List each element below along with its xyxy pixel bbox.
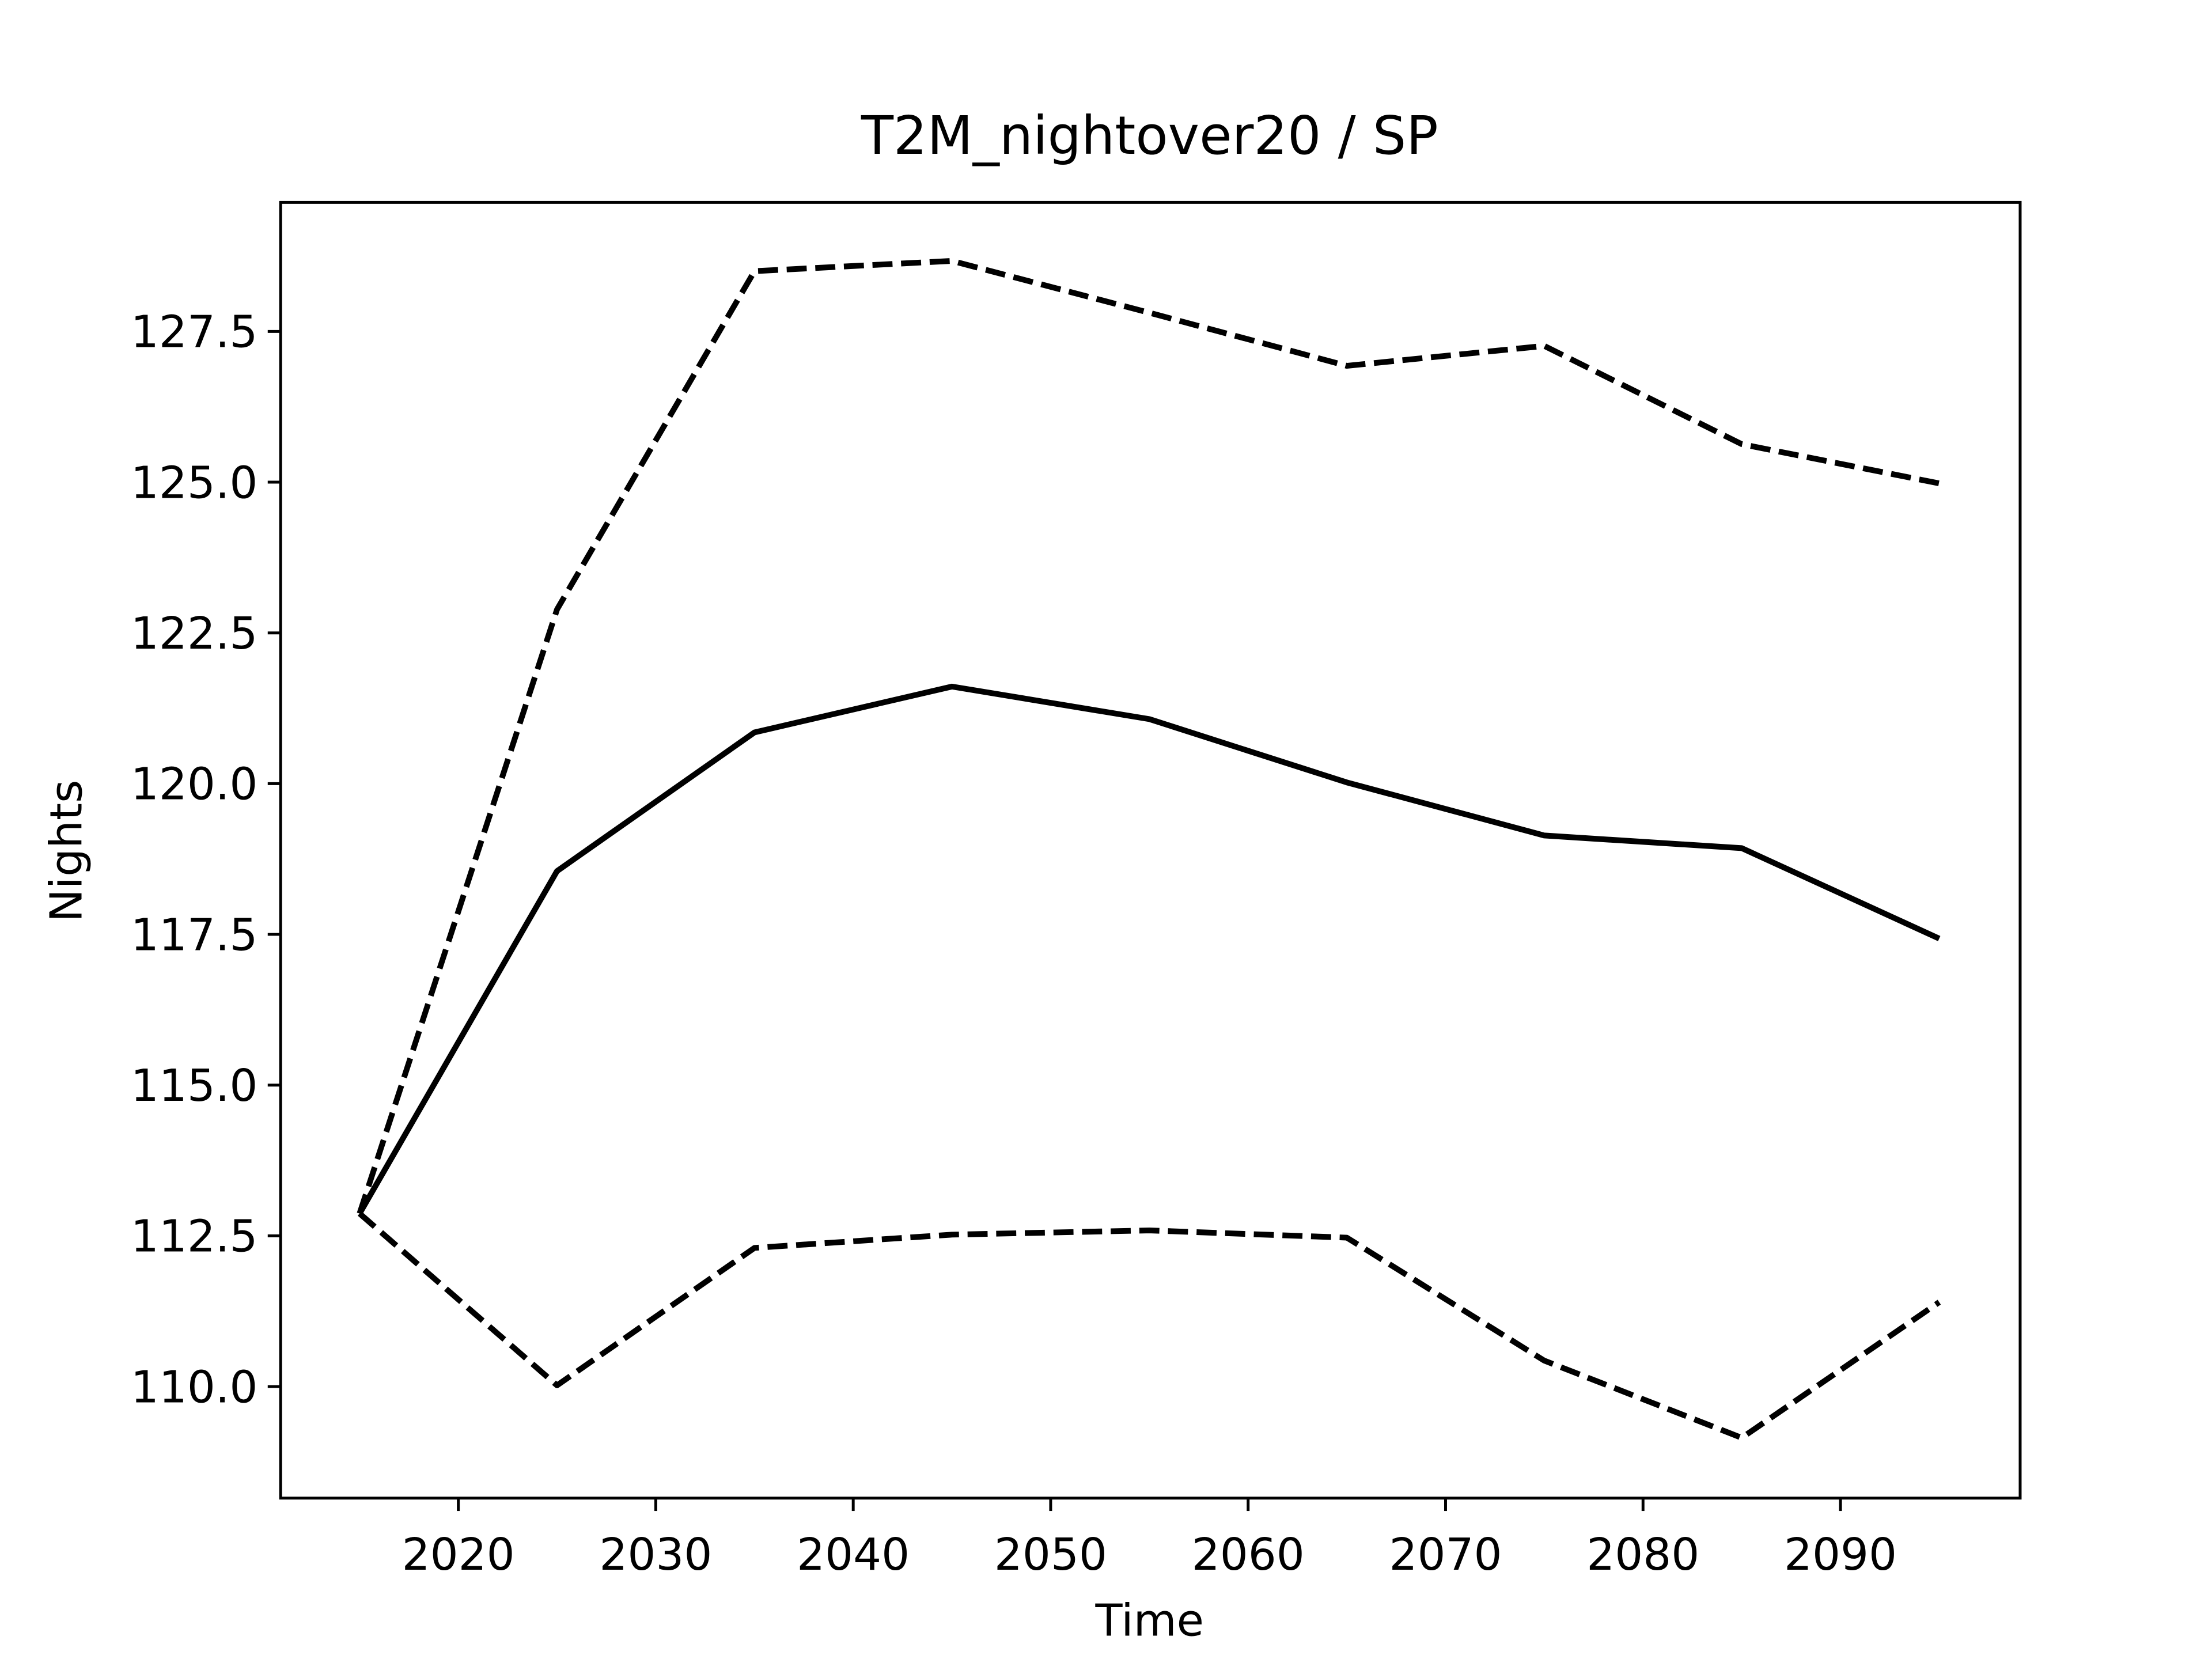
x-tick-label: 2060 bbox=[1192, 1529, 1305, 1581]
plot-frame bbox=[279, 200, 2022, 1500]
chart-title: T2M_nightover20 / SP bbox=[861, 105, 1438, 166]
x-tick-label: 2050 bbox=[994, 1529, 1107, 1581]
y-tick-label: 127.5 bbox=[131, 306, 258, 358]
x-tick-label: 2070 bbox=[1389, 1529, 1502, 1581]
y-tick-label: 125.0 bbox=[131, 457, 258, 509]
x-tick-label: 2040 bbox=[797, 1529, 910, 1581]
y-axis-label: Nights bbox=[41, 780, 93, 922]
line-series bbox=[357, 257, 1940, 1215]
x-tick-label: 2080 bbox=[1586, 1529, 1699, 1581]
line-series bbox=[357, 1211, 1941, 1441]
y-tick-label: 110.0 bbox=[131, 1361, 258, 1413]
y-tick-label: 122.5 bbox=[131, 608, 258, 660]
y-tick-label: 115.0 bbox=[131, 1060, 258, 1112]
x-tick-label: 2090 bbox=[1784, 1529, 1897, 1581]
line-series bbox=[357, 683, 1941, 1215]
x-tick-label: 2020 bbox=[402, 1529, 515, 1581]
y-tick-label: 117.5 bbox=[131, 909, 258, 961]
x-tick-label: 2030 bbox=[599, 1529, 712, 1581]
y-tick-label: 112.5 bbox=[131, 1211, 258, 1263]
x-axis-label: Time bbox=[1095, 1594, 1205, 1646]
y-tick-label: 120.0 bbox=[131, 759, 258, 810]
